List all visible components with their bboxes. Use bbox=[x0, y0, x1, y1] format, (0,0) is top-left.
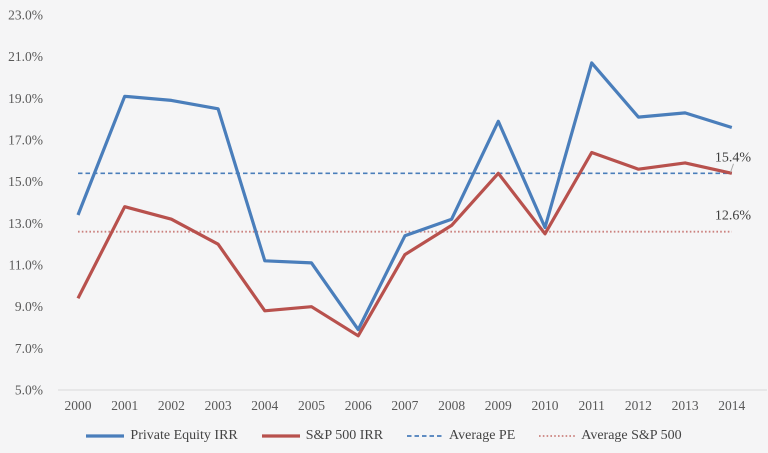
x-axis-tick-label: 2010 bbox=[532, 398, 559, 413]
chart-legend: Private Equity IRR S&P 500 IRR Average PE A… bbox=[0, 428, 768, 444]
legend-swatch-average-pe bbox=[407, 433, 444, 439]
series-line-s-p-500-irr bbox=[76, 150, 733, 338]
y-axis-tick-label: 21.0% bbox=[8, 49, 43, 64]
y-axis-tick-label: 15.0% bbox=[8, 174, 43, 189]
x-axis-tick-label: 2007 bbox=[391, 398, 418, 413]
legend-swatch-private-equity-irr bbox=[86, 433, 125, 439]
annotation-label: 15.4% bbox=[715, 150, 752, 165]
y-axis-tick-label: 11.0% bbox=[9, 258, 43, 273]
legend-item-private-equity-irr: Private Equity IRR bbox=[86, 428, 238, 444]
x-axis-tick-label: 2008 bbox=[438, 398, 465, 413]
y-axis-tick-label: 13.0% bbox=[8, 216, 43, 231]
legend-item-s-p-500-irr: S&P 500 IRR bbox=[261, 428, 384, 444]
x-axis-tick-label: 2000 bbox=[65, 398, 92, 413]
annotation-label: 12.6% bbox=[715, 209, 752, 224]
legend-label: Private Equity IRR bbox=[130, 428, 238, 443]
y-axis-tick-label: 23.0% bbox=[8, 8, 43, 23]
x-axis-tick-label: 2002 bbox=[158, 398, 185, 413]
legend-label: Average PE bbox=[449, 428, 516, 443]
legend-item-average-pe: Average PE bbox=[407, 428, 515, 444]
annotation-connector-line bbox=[730, 163, 734, 173]
x-axis-tick-label: 2011 bbox=[578, 398, 605, 413]
x-axis-tick-label: 2005 bbox=[298, 398, 325, 413]
y-axis-tick-label: 19.0% bbox=[8, 91, 43, 106]
legend-swatch-average-s-p-500 bbox=[539, 433, 576, 439]
legend-item-average-s-p-500: Average S&P 500 bbox=[539, 428, 682, 444]
y-axis-tick-label: 7.0% bbox=[15, 341, 43, 356]
y-axis-tick-label: 17.0% bbox=[8, 133, 43, 148]
legend-swatch-s-p-500-irr bbox=[261, 433, 300, 439]
x-axis-tick-label: 2009 bbox=[485, 398, 512, 413]
series-line-private-equity-irr bbox=[76, 61, 733, 332]
x-axis-tick-label: 2013 bbox=[672, 398, 699, 413]
x-axis-tick-label: 2003 bbox=[205, 398, 232, 413]
y-axis-tick-label: 5.0% bbox=[15, 383, 43, 398]
x-axis-tick-label: 2004 bbox=[251, 398, 278, 413]
x-axis-tick-label: 2012 bbox=[625, 398, 652, 413]
legend-label: S&P 500 IRR bbox=[305, 428, 384, 443]
legend-label: Average S&P 500 bbox=[581, 428, 682, 443]
x-axis-tick-label: 2006 bbox=[345, 398, 372, 413]
x-axis-tick-label: 2001 bbox=[111, 398, 138, 413]
y-axis-tick-label: 9.0% bbox=[15, 299, 43, 314]
x-axis-tick-label: 2014 bbox=[718, 398, 745, 413]
